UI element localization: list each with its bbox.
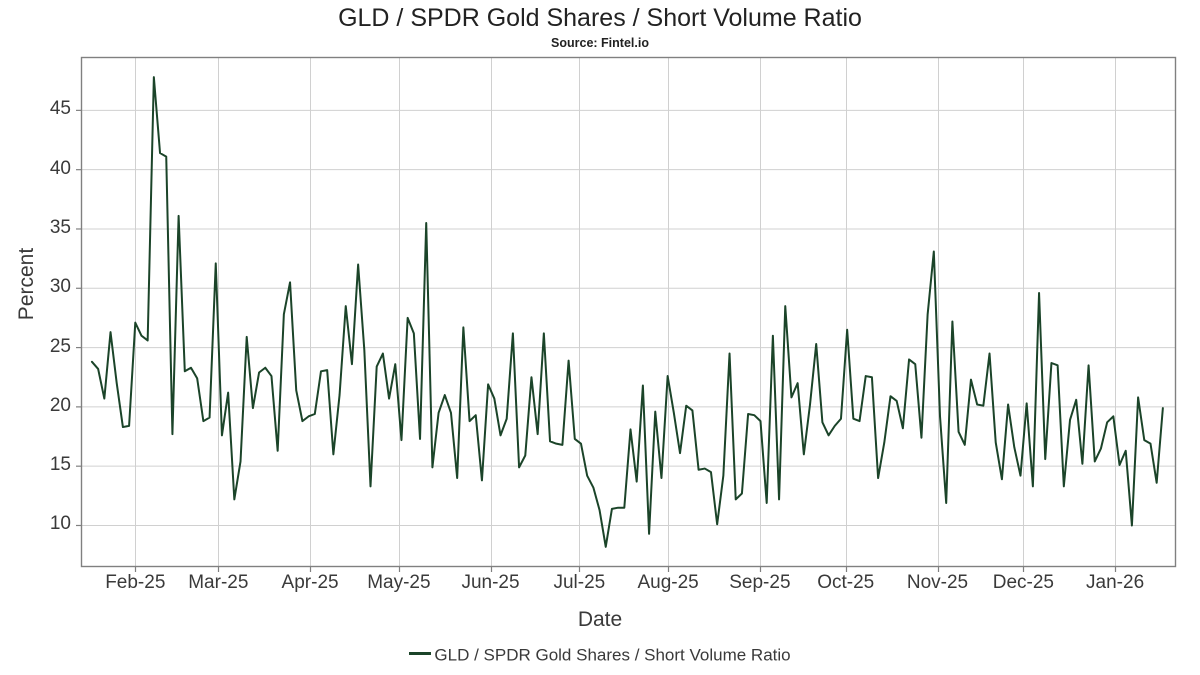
y-tick-label: 20 bbox=[49, 394, 71, 416]
y-tick-label: 40 bbox=[49, 157, 71, 179]
y-tick-label: 15 bbox=[49, 454, 71, 476]
x-tick-label: Dec-25 bbox=[992, 572, 1054, 593]
x-tick-label: Jul-25 bbox=[553, 572, 606, 593]
legend-line-marker bbox=[409, 652, 432, 656]
x-tick-label: Apr-25 bbox=[281, 572, 339, 593]
chart-source-subtitle: Source: Fintel.io bbox=[551, 36, 649, 50]
plot-frame bbox=[80, 56, 1177, 568]
y-tick-label: 45 bbox=[49, 98, 71, 120]
x-axis-label: Date bbox=[577, 608, 623, 631]
x-tick-label: Jun-25 bbox=[461, 572, 520, 593]
x-tick-label: Sep-25 bbox=[729, 572, 791, 593]
data-series-line bbox=[90, 76, 1164, 548]
y-tick-label: 30 bbox=[49, 276, 71, 298]
x-tick-label: Feb-25 bbox=[105, 572, 166, 593]
x-tick-label: Jan-26 bbox=[1086, 572, 1145, 593]
y-tick-label: 10 bbox=[49, 513, 71, 535]
x-tick-label: Nov-25 bbox=[906, 572, 969, 593]
legend-label: GLD / SPDR Gold Shares / Short Volume Ra… bbox=[434, 645, 791, 665]
x-tick-label: Oct-25 bbox=[817, 572, 875, 593]
y-tick-label: 35 bbox=[49, 216, 71, 238]
x-tick-label: Aug-25 bbox=[637, 572, 699, 593]
y-tick-label: 25 bbox=[49, 335, 71, 357]
chart-title: GLD / SPDR Gold Shares / Short Volume Ra… bbox=[338, 4, 862, 32]
x-tick-label: May-25 bbox=[367, 572, 431, 593]
chart-legend: GLD / SPDR Gold Shares / Short Volume Ra… bbox=[0, 645, 1200, 666]
x-tick-label: Mar-25 bbox=[188, 572, 249, 593]
